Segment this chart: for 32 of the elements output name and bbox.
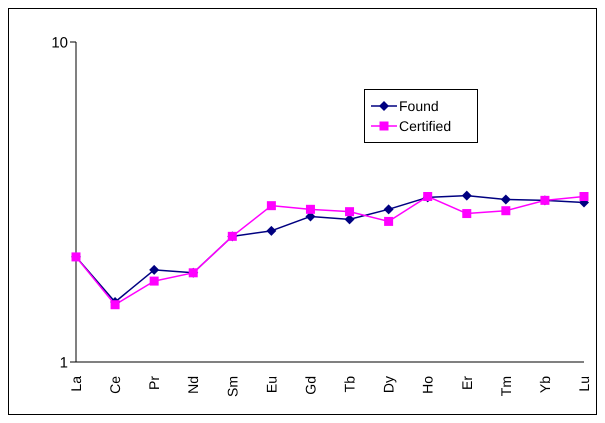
x-tick-label: Tb xyxy=(342,376,358,392)
legend-label: Found xyxy=(399,98,439,114)
x-tick-label: Ho xyxy=(420,376,436,394)
x-tick-label: Dy xyxy=(380,376,397,394)
x-tick-label: Er xyxy=(458,376,475,390)
x-tick-label: Eu xyxy=(263,376,280,394)
legend-label: Certified xyxy=(399,118,452,134)
y-tick-label: 10 xyxy=(51,34,68,52)
x-tick-label: Gd xyxy=(302,376,318,395)
point xyxy=(500,194,511,204)
point xyxy=(384,204,394,214)
x-tick-label: Pr xyxy=(146,376,162,390)
x-tick-label: Lu xyxy=(576,376,592,392)
point xyxy=(266,226,276,236)
point xyxy=(462,209,472,218)
point xyxy=(501,206,510,216)
point xyxy=(149,264,160,275)
point xyxy=(266,201,276,210)
x-tick-label: Ce xyxy=(107,376,124,394)
point xyxy=(462,190,472,201)
point xyxy=(150,276,159,286)
point xyxy=(306,204,315,214)
x-tick-label: Yb xyxy=(536,376,553,394)
y-tick-label: 1 xyxy=(60,354,68,372)
point xyxy=(580,192,588,201)
x-tick-label: La xyxy=(68,376,84,392)
x-tick-label: Tm xyxy=(498,376,514,396)
x-tick-label: Nd xyxy=(185,376,202,394)
point xyxy=(384,216,394,226)
point xyxy=(110,300,120,310)
x-tick-label: Sm xyxy=(224,376,240,397)
point xyxy=(345,207,354,216)
